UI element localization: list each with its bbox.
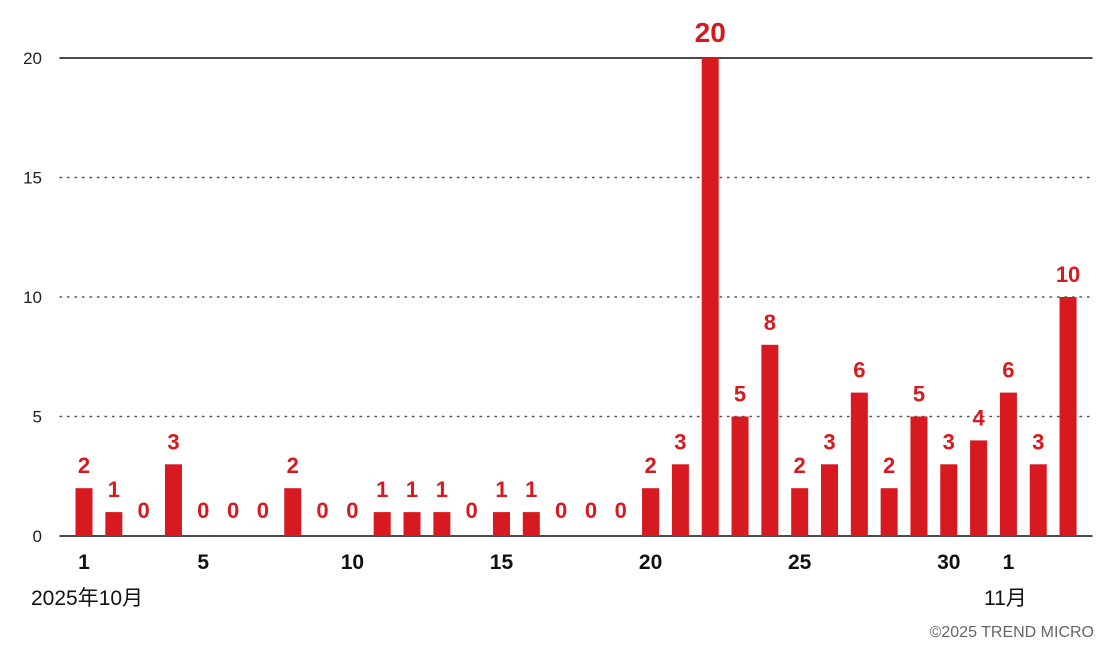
x-tick-label-9: 10 xyxy=(341,551,364,574)
bar-34 xyxy=(1059,297,1077,536)
value-label-12: 1 xyxy=(406,477,418,502)
value-label-19: 0 xyxy=(615,498,627,523)
bar-20 xyxy=(642,488,660,536)
bar-2 xyxy=(105,512,123,536)
value-label-1: 2 xyxy=(78,453,90,478)
x-axis-ticks: 1 5 10 15 20 25 30 1 xyxy=(78,551,1014,574)
month-label-november: 11月 xyxy=(984,587,1027,610)
value-label-32: 6 xyxy=(1002,358,1014,383)
value-label-23: 5 xyxy=(734,382,746,407)
value-label-7: 0 xyxy=(257,498,269,523)
copyright-text: ©2025 TREND MICRO xyxy=(929,624,1094,641)
bar-31 xyxy=(970,440,988,536)
value-label-24: 8 xyxy=(764,310,776,335)
bar-23 xyxy=(731,416,749,536)
y-axis-ticks: 0 5 10 15 20 xyxy=(23,49,42,546)
value-label-29: 5 xyxy=(913,382,925,407)
value-label-9: 0 xyxy=(316,498,328,523)
y-tick-label-15: 15 xyxy=(23,169,42,188)
y-tick-label-10: 10 xyxy=(23,288,42,307)
bar-15 xyxy=(492,512,510,536)
bar-25 xyxy=(791,488,809,536)
value-label-18: 0 xyxy=(585,498,597,523)
x-tick-label-29: 30 xyxy=(937,551,960,574)
value-label-22: 20 xyxy=(695,17,726,48)
value-label-2: 1 xyxy=(108,477,120,502)
value-label-31: 4 xyxy=(972,405,985,430)
value-label-10: 0 xyxy=(346,498,358,523)
bar-29 xyxy=(910,416,928,536)
value-label-16: 1 xyxy=(525,477,537,502)
value-label-13: 1 xyxy=(436,477,448,502)
bar-4 xyxy=(164,464,182,536)
bar-24 xyxy=(761,344,779,536)
value-label-8: 2 xyxy=(287,453,299,478)
bar-33 xyxy=(1029,464,1047,536)
bar-11 xyxy=(373,512,391,536)
x-tick-label-31: 1 xyxy=(1003,551,1015,574)
x-tick-label-24: 25 xyxy=(788,551,812,574)
bar-26 xyxy=(821,464,838,536)
y-tick-label-20: 20 xyxy=(23,49,42,68)
bar-27 xyxy=(850,392,868,536)
bar-32 xyxy=(999,392,1017,536)
bar-28 xyxy=(880,488,898,536)
bar-21 xyxy=(671,464,689,536)
value-label-34: 10 xyxy=(1056,262,1080,287)
value-label-15: 1 xyxy=(495,477,507,502)
value-label-28: 2 xyxy=(883,453,895,478)
bar-13 xyxy=(433,512,451,536)
bars xyxy=(75,58,1077,536)
value-label-11: 1 xyxy=(376,477,388,502)
x-tick-label-4: 5 xyxy=(197,551,209,574)
x-tick-label-0: 1 xyxy=(78,551,90,574)
value-label-21: 3 xyxy=(674,429,686,454)
x-tick-label-14: 15 xyxy=(490,551,514,574)
value-label-26: 3 xyxy=(823,429,835,454)
y-tick-label-5: 5 xyxy=(33,408,42,427)
bar-12 xyxy=(403,512,421,536)
value-label-33: 3 xyxy=(1032,429,1044,454)
value-label-3: 0 xyxy=(138,498,150,523)
value-label-14: 0 xyxy=(466,498,478,523)
x-tick-label-19: 20 xyxy=(639,551,662,574)
bar-1 xyxy=(75,488,93,536)
month-label-october: 2025年10月 xyxy=(31,587,144,610)
bar-30 xyxy=(940,464,958,536)
value-label-4: 3 xyxy=(167,429,179,454)
y-tick-label-0: 0 xyxy=(33,527,42,546)
bar-8 xyxy=(284,488,302,536)
value-label-17: 0 xyxy=(555,498,567,523)
value-label-25: 2 xyxy=(794,453,806,478)
value-label-20: 2 xyxy=(644,453,656,478)
value-label-5: 0 xyxy=(197,498,209,523)
value-label-30: 3 xyxy=(943,429,955,454)
bar-16 xyxy=(522,512,540,536)
gridlines xyxy=(59,57,1093,537)
value-label-6: 0 xyxy=(227,498,239,523)
value-label-27: 6 xyxy=(853,358,865,383)
bar-22 xyxy=(701,58,719,536)
